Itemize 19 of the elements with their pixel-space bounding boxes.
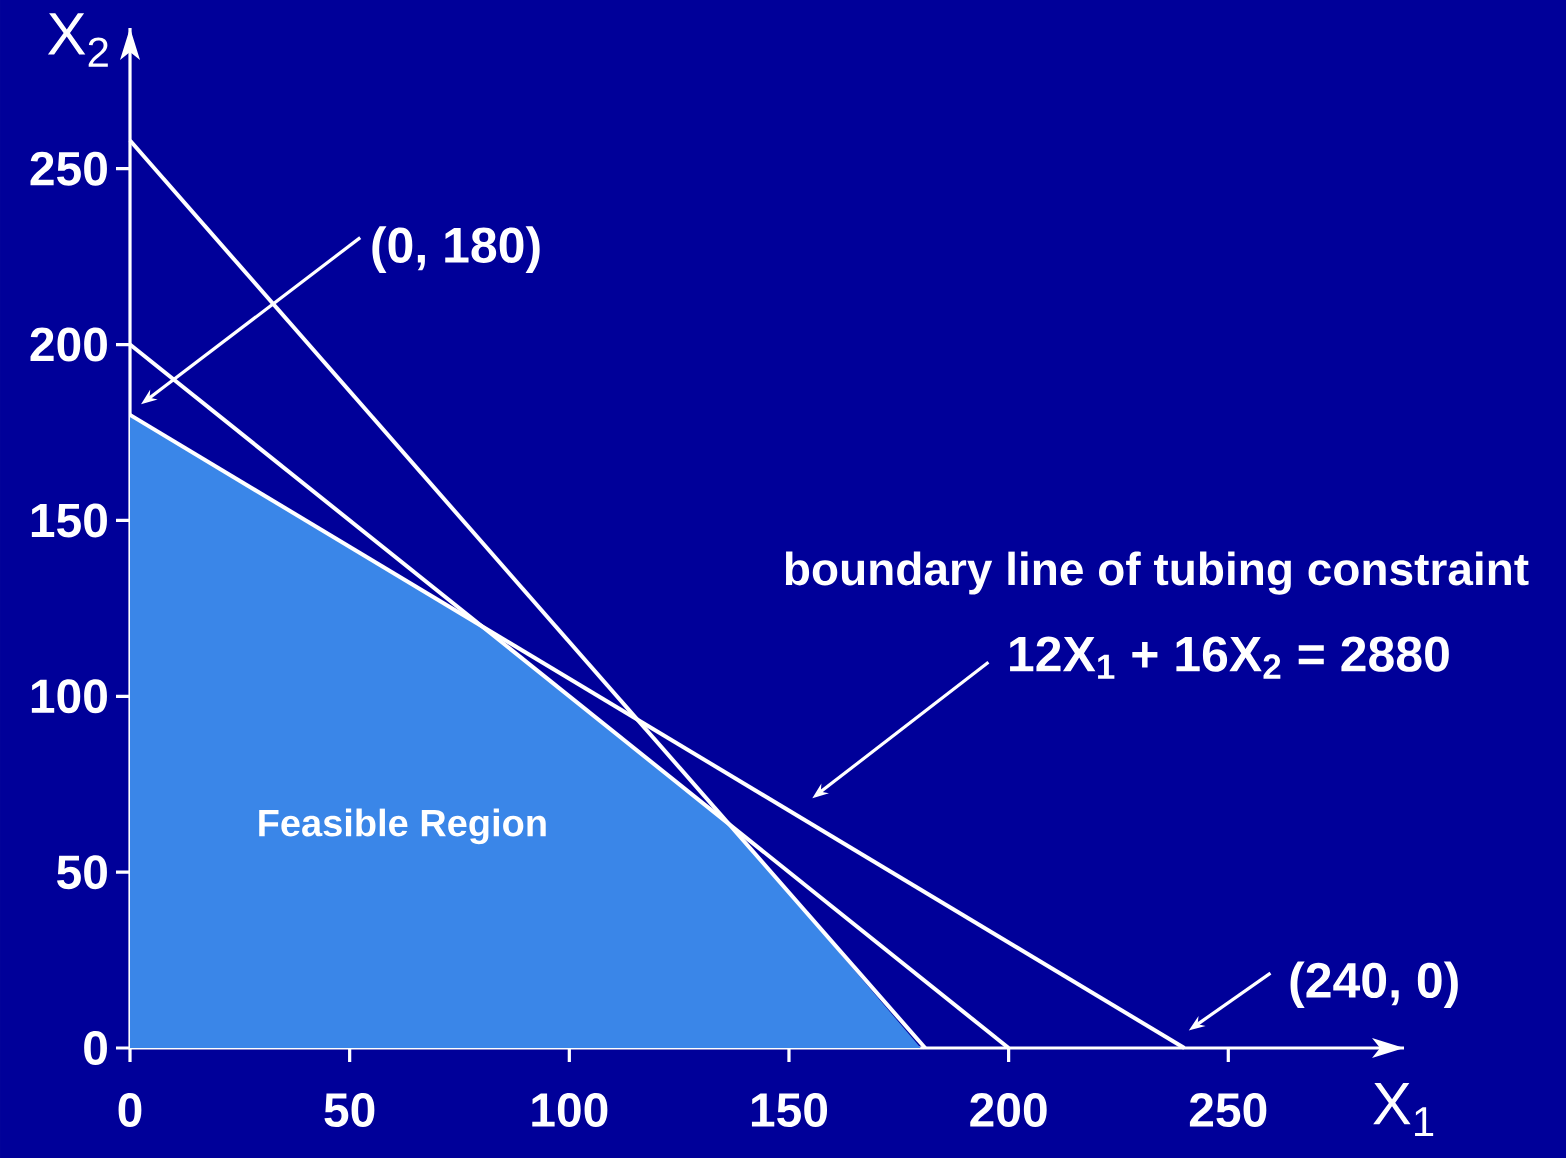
annotation: boundary line of tubing constraint xyxy=(785,551,1529,595)
y-tick-label: 50 xyxy=(57,855,107,890)
annotation: Feasible Region xyxy=(259,808,546,845)
annotation: (0, 180) xyxy=(372,226,540,273)
x-tick-label: 250 xyxy=(1189,1093,1267,1128)
x-tick-label: 0 xyxy=(118,1093,142,1128)
y-tick-label: 150 xyxy=(31,503,107,538)
x-tick-label: 150 xyxy=(751,1093,828,1128)
x-axis-title: X$_{1}$ xyxy=(1373,1083,1434,1137)
x-tick-label: 100 xyxy=(532,1093,608,1128)
annotation: 12X$_{1}$ + 16X$_{2}$ = 2880 xyxy=(1010,636,1449,679)
y-tick-label: 200 xyxy=(30,327,107,362)
x-tick-label: 200 xyxy=(970,1093,1047,1128)
y-axis-title: X$_{2}$ xyxy=(47,13,108,67)
y-tick-label: 100 xyxy=(31,679,107,714)
annotation: (240, 0) xyxy=(1290,961,1458,1008)
x-tick-label: 50 xyxy=(324,1093,375,1128)
y-tick-label: 0 xyxy=(84,1031,107,1065)
y-tick-label: 250 xyxy=(30,151,107,186)
